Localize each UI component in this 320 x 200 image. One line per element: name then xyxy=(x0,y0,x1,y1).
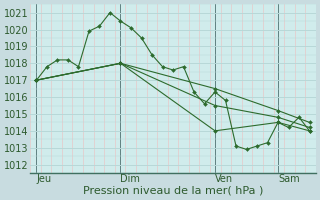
X-axis label: Pression niveau de la mer( hPa ): Pression niveau de la mer( hPa ) xyxy=(83,186,263,196)
